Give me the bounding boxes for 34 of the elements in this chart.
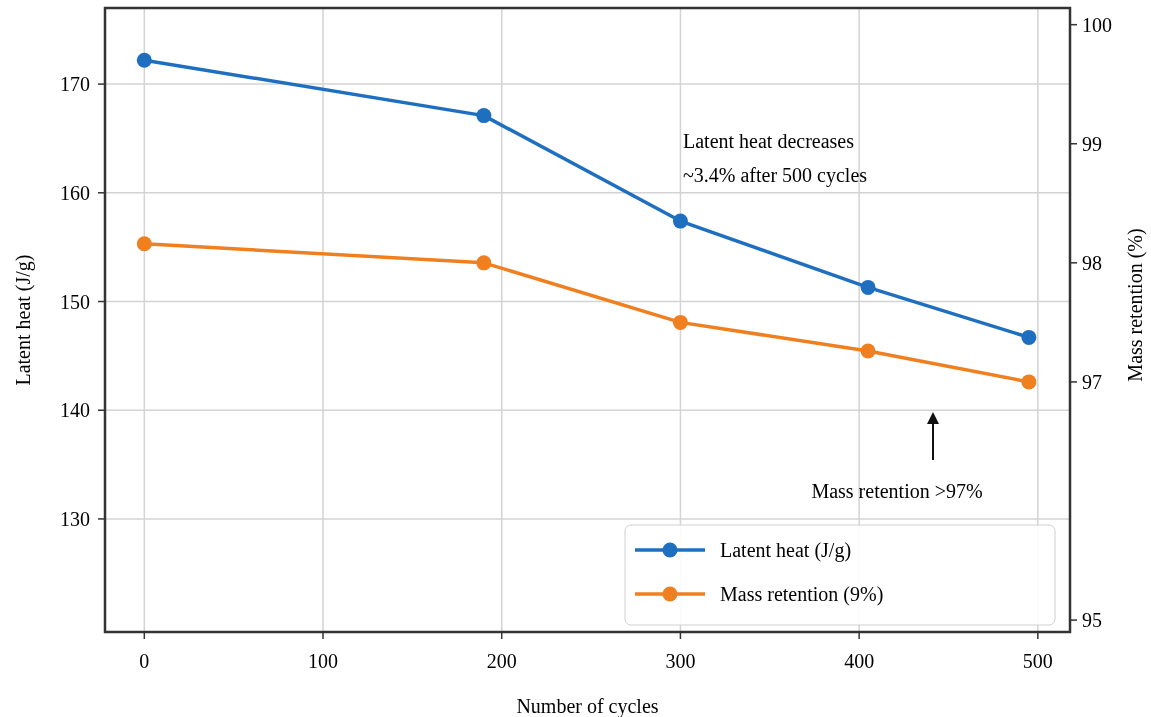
x-tick-label: 400 — [844, 650, 875, 672]
annotation: Latent heat decreases — [683, 130, 855, 152]
x-tick-label: 300 — [665, 650, 696, 672]
y2-tick-label: 97 — [1082, 370, 1102, 393]
y2-tick-label: 100 — [1082, 13, 1112, 36]
annotation: ~3.4% after 500 cycles — [683, 164, 868, 187]
y2-tick-label: 99 — [1082, 132, 1102, 155]
annotation: Mass retention >97% — [811, 480, 983, 502]
y2-tick-label: 98 — [1082, 251, 1102, 274]
y-tick-label: 170 — [60, 73, 90, 96]
x-tick-label: 100 — [308, 650, 339, 672]
y-tick-label: 130 — [60, 507, 90, 530]
point — [1021, 329, 1037, 345]
point — [136, 236, 152, 252]
x-tick-label: 200 — [486, 650, 517, 672]
point — [136, 52, 152, 68]
x-tick-label: 0 — [139, 650, 150, 672]
y-tick-label: 160 — [60, 181, 90, 204]
x-tick-label: 500 — [1022, 650, 1053, 672]
point — [672, 213, 688, 229]
legend-label: Mass retention (9%) — [720, 583, 884, 606]
point — [1021, 374, 1037, 390]
y2-axis-title: Mass retention (%) — [1124, 228, 1147, 382]
y2-tick-label: 95 — [1082, 609, 1102, 632]
point — [860, 343, 876, 359]
y-tick-label: 150 — [60, 290, 90, 313]
point — [672, 314, 688, 330]
y-tick-label: 140 — [60, 399, 90, 422]
point — [476, 108, 492, 124]
x-axis-title: Number of cycles — [516, 695, 659, 717]
legend-label: Latent heat (J/g) — [720, 539, 852, 562]
point — [476, 255, 492, 271]
y-axis-title: Latent heat (J/g) — [12, 254, 35, 386]
point — [860, 279, 876, 295]
